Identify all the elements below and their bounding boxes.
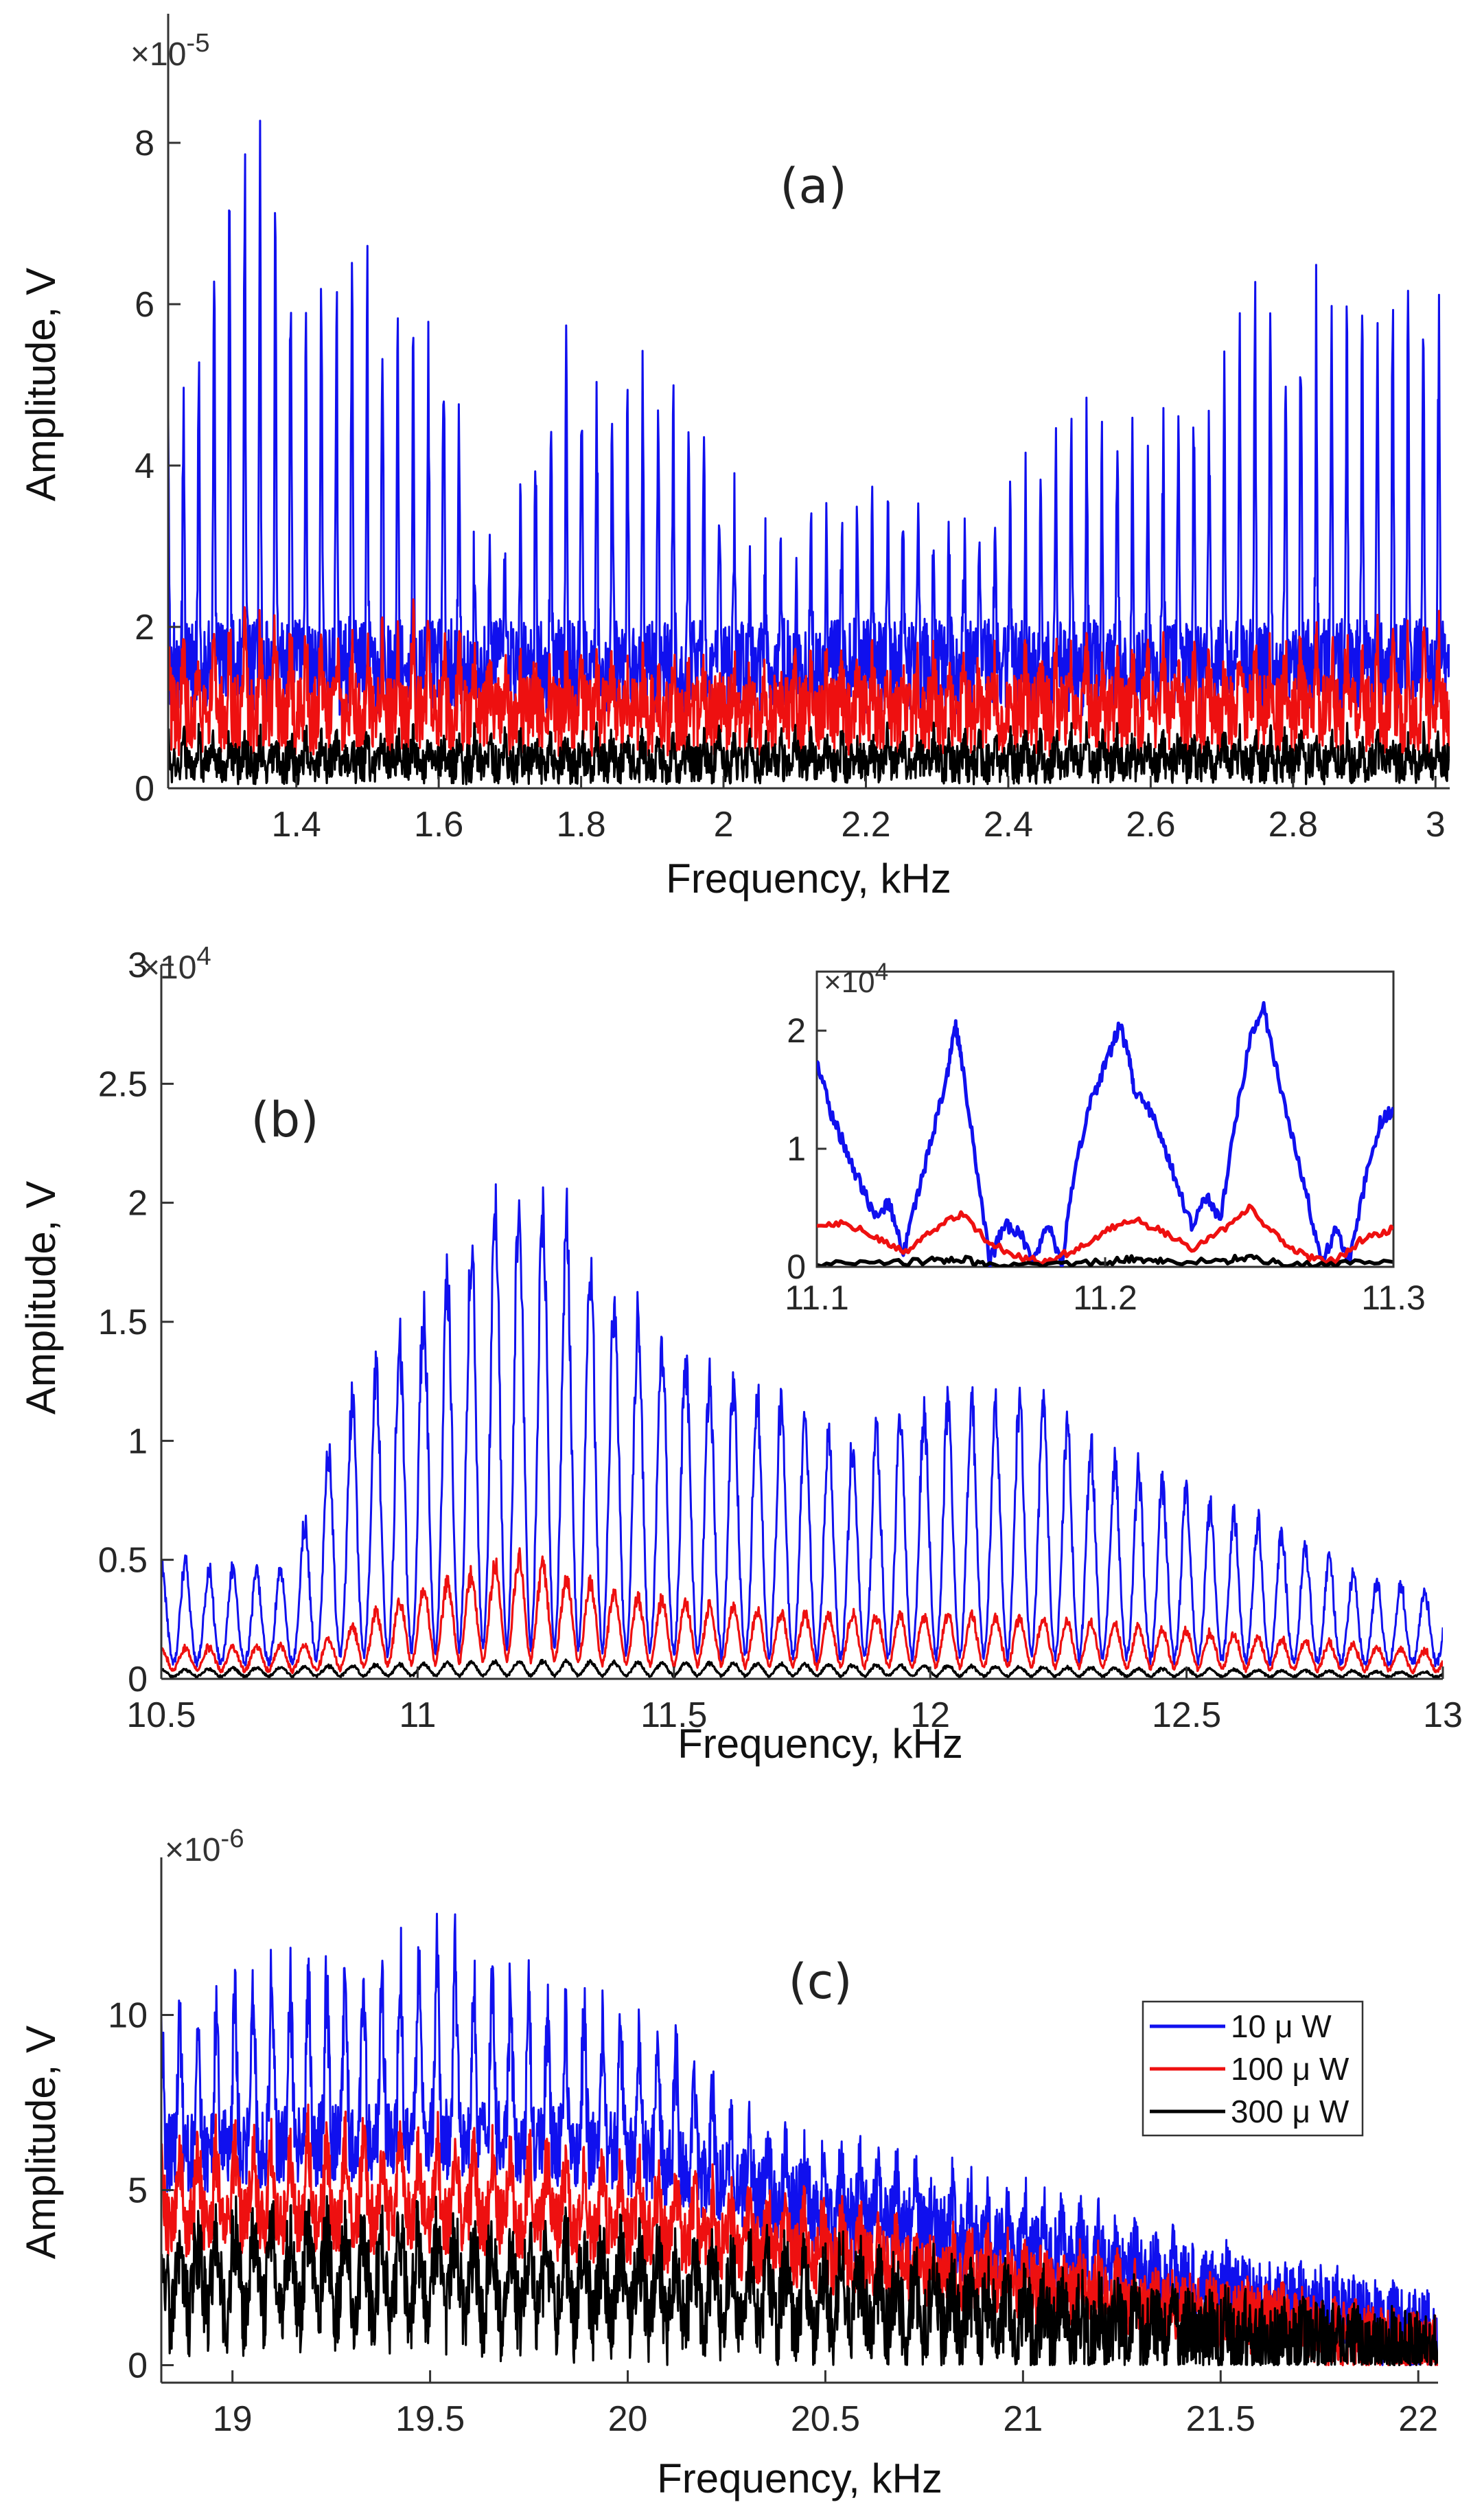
series-300w-line	[161, 2195, 1438, 2367]
x-tick-label: 3	[1426, 805, 1446, 845]
x-tick-label: 11	[399, 1695, 436, 1735]
y-tick-label: 0	[128, 2346, 148, 2386]
y-tick-label: 0.5	[98, 1541, 148, 1581]
x-tick-label: 1.6	[414, 805, 463, 845]
y-tick-label: 1.5	[98, 1303, 148, 1342]
inset-series-10w-line	[817, 1000, 1393, 1267]
x-tick-label: 22	[1398, 2399, 1438, 2439]
panel-a-series-group	[168, 119, 1450, 786]
inset-x-tick-label: 11.2	[1073, 1279, 1137, 1317]
y-tick-label: 4	[135, 446, 154, 486]
inset-y-tick-label: 1	[787, 1130, 806, 1168]
x-tick-label: 1.8	[556, 805, 605, 845]
legend-label: 100 μ W	[1231, 2051, 1350, 2087]
y-tick-label: 2	[128, 1184, 148, 1224]
inset-series-group	[817, 1000, 1393, 1267]
series-300w-line	[168, 720, 1450, 786]
inset-x-tick-label: 11.3	[1361, 1279, 1426, 1317]
series-300w-line	[161, 1658, 1443, 1679]
series-100w-line	[161, 1547, 1443, 1675]
panel-a: 1.4 1.6 1.8 2 2.2 2.4 2.6 2.8 302468×10-5(a)Freq…	[18, 14, 1450, 902]
inset-y-tick-label: 0	[787, 1248, 806, 1286]
x-tick-label: 2.8	[1269, 805, 1318, 845]
panel-label: (b)	[251, 1092, 318, 1148]
legend-label: 300 μ W	[1231, 2094, 1350, 2129]
legend-label: 10 μ W	[1231, 2008, 1332, 2044]
y-tick-label: 5	[128, 2171, 148, 2211]
x-tick-label: 20	[608, 2399, 648, 2439]
y-tick-label: 2	[135, 608, 154, 648]
x-tick-label: 11.5	[640, 1695, 707, 1735]
x-tick-label: 2.2	[841, 805, 890, 845]
panel-c: 19 19.5 20 20.5 21 21.5 220510×10-6(c)Frequenc…	[18, 1824, 1438, 2501]
x-tick-label: 12	[910, 1695, 950, 1735]
inset-series-300w-line	[817, 1253, 1393, 1267]
y-tick-label: 8	[135, 124, 154, 163]
x-axis-label: Frequency, kHz	[666, 856, 951, 902]
x-axis-label: Frequency, kHz	[657, 2455, 942, 2501]
x-tick-label: 21	[1003, 2399, 1043, 2439]
y-multiplier-exponent: 4	[196, 941, 211, 971]
x-tick-label: 1.4	[272, 805, 321, 845]
y-tick-label: 6	[135, 285, 154, 325]
inset-y-tick-label: 2	[787, 1011, 806, 1050]
panel-b-series-group	[161, 1183, 1443, 1679]
inset-x-tick-label: 11.1	[785, 1279, 849, 1317]
panel-b: 10.5 11 11.5 12 12.5 1300.511.522.53×104(b)Fr…	[18, 941, 1463, 1767]
series-100w-line	[168, 598, 1450, 757]
panel-c-series-group	[161, 1912, 1438, 2367]
y-tick-label: 0	[128, 1660, 148, 1699]
x-tick-label: 13	[1423, 1695, 1463, 1735]
panel-label: (c)	[788, 1954, 852, 2010]
inset-frame	[815, 970, 1395, 1268]
legend: 10 μ W 100 μ W 300 μ W	[1142, 2000, 1364, 2137]
y-tick-label: 1	[128, 1421, 148, 1461]
x-tick-label: 19	[213, 2399, 253, 2439]
inset-series-100w-line	[817, 1203, 1393, 1265]
y-tick-label: 10	[108, 1996, 148, 2036]
x-tick-label: 2	[714, 805, 734, 845]
y-tick-label: 2.5	[98, 1064, 148, 1104]
x-tick-label: 20.5	[791, 2399, 860, 2439]
y-tick-label: 0	[135, 769, 154, 809]
x-tick-label: 12.5	[1152, 1695, 1221, 1735]
x-tick-label: 2.6	[1126, 805, 1175, 845]
x-tick-label: 10.5	[126, 1695, 196, 1735]
inset-y-multiplier-exponent: 4	[875, 959, 889, 985]
y-axis-label: Amplitude, V	[18, 1181, 64, 1414]
y-multiplier-exponent: -5	[186, 28, 209, 58]
y-axis-label: Amplitude, V	[18, 268, 64, 501]
x-tick-label: 21.5	[1186, 2399, 1255, 2439]
y-multiplier-exponent: -6	[220, 1824, 244, 1853]
y-tick-label: 3	[128, 946, 148, 985]
x-tick-label: 2.4	[984, 805, 1033, 845]
x-tick-label: 19.5	[395, 2399, 465, 2439]
series-10w-line	[161, 1183, 1443, 1668]
panel-label: (a)	[780, 158, 847, 214]
series-10w-line	[168, 119, 1450, 717]
x-axis-label: Frequency, kHz	[677, 1721, 963, 1767]
y-axis-label: Amplitude, V	[18, 2026, 64, 2259]
